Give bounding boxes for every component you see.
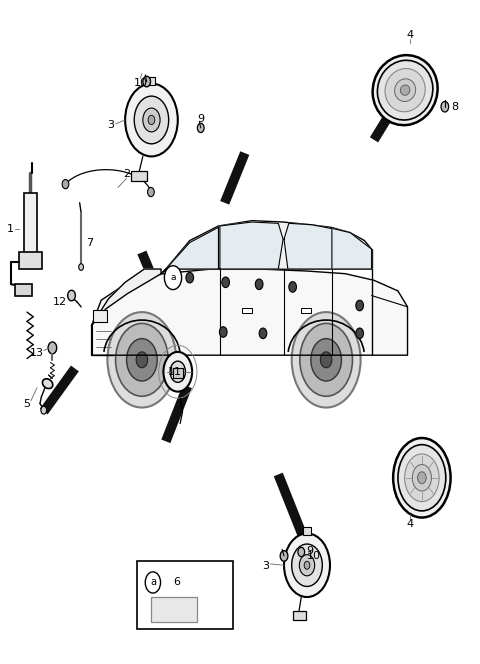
Bar	[15, 284, 32, 295]
Circle shape	[412, 465, 432, 491]
Text: 10: 10	[307, 551, 321, 561]
Text: 1: 1	[7, 224, 14, 234]
Text: 5: 5	[24, 398, 30, 408]
Bar	[152, 597, 197, 622]
Ellipse shape	[42, 379, 53, 388]
Circle shape	[298, 547, 305, 556]
Circle shape	[304, 561, 310, 569]
Circle shape	[300, 554, 315, 576]
Circle shape	[108, 312, 176, 408]
Circle shape	[321, 352, 332, 368]
Circle shape	[441, 102, 449, 112]
Circle shape	[186, 272, 193, 283]
Ellipse shape	[377, 60, 433, 120]
Ellipse shape	[372, 55, 438, 125]
Circle shape	[418, 472, 426, 484]
Polygon shape	[161, 220, 372, 274]
Circle shape	[134, 96, 168, 144]
Bar	[293, 611, 306, 620]
Text: 8: 8	[452, 102, 459, 112]
Circle shape	[393, 438, 451, 517]
Polygon shape	[92, 269, 408, 355]
Circle shape	[148, 116, 155, 125]
Text: 7: 7	[86, 238, 93, 248]
Circle shape	[116, 323, 168, 396]
Circle shape	[222, 277, 229, 288]
Bar	[303, 527, 311, 535]
Circle shape	[147, 187, 154, 197]
Ellipse shape	[395, 79, 416, 102]
Bar	[301, 308, 311, 313]
Circle shape	[284, 533, 330, 597]
Circle shape	[170, 361, 185, 382]
Text: 9: 9	[306, 546, 313, 556]
Circle shape	[197, 124, 204, 133]
Text: 9: 9	[197, 114, 204, 124]
Circle shape	[292, 312, 360, 408]
Circle shape	[289, 282, 297, 292]
Circle shape	[127, 339, 157, 381]
Circle shape	[125, 84, 178, 157]
Bar	[24, 193, 37, 256]
Circle shape	[356, 300, 363, 311]
Circle shape	[398, 445, 446, 511]
Circle shape	[143, 108, 160, 132]
Circle shape	[280, 550, 288, 561]
Bar	[137, 561, 233, 629]
Polygon shape	[333, 228, 372, 269]
Circle shape	[48, 342, 57, 354]
Text: 6: 6	[173, 578, 180, 588]
Ellipse shape	[400, 85, 410, 96]
Polygon shape	[161, 227, 218, 274]
Text: 4: 4	[407, 30, 413, 40]
Text: 3: 3	[263, 561, 270, 571]
Polygon shape	[284, 223, 332, 269]
Text: 13: 13	[30, 348, 44, 358]
Circle shape	[41, 406, 47, 414]
Bar	[242, 308, 252, 313]
Ellipse shape	[385, 68, 425, 112]
Circle shape	[163, 352, 192, 392]
Circle shape	[62, 179, 69, 189]
Circle shape	[259, 328, 267, 339]
Text: 12: 12	[53, 297, 67, 307]
Circle shape	[219, 327, 227, 337]
Polygon shape	[92, 269, 161, 325]
Circle shape	[255, 279, 263, 290]
Bar	[173, 369, 182, 378]
Circle shape	[300, 323, 352, 396]
Text: 11: 11	[168, 367, 182, 376]
Polygon shape	[220, 222, 283, 269]
Text: 3: 3	[108, 120, 115, 130]
Text: a: a	[170, 273, 176, 282]
Circle shape	[145, 572, 160, 593]
Circle shape	[311, 339, 341, 381]
Circle shape	[356, 328, 363, 339]
Bar	[148, 77, 156, 85]
Text: 2: 2	[123, 169, 130, 179]
Bar	[132, 171, 147, 181]
Bar	[93, 310, 107, 322]
Circle shape	[136, 352, 148, 368]
Circle shape	[292, 544, 323, 586]
Circle shape	[79, 264, 84, 270]
Text: 4: 4	[407, 519, 413, 529]
Text: 10: 10	[133, 78, 147, 88]
Circle shape	[68, 290, 75, 301]
Circle shape	[143, 76, 151, 87]
Bar	[19, 252, 42, 269]
Circle shape	[405, 454, 439, 501]
Circle shape	[164, 266, 181, 290]
Text: a: a	[150, 578, 156, 588]
